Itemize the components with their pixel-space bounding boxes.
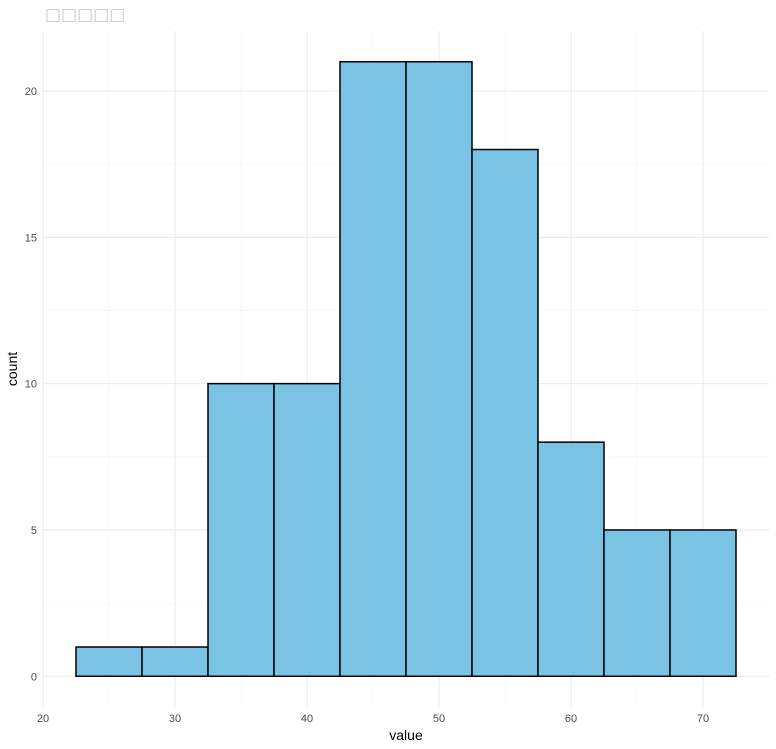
histogram-bar <box>537 441 605 678</box>
histogram-bar <box>75 646 143 678</box>
x-tick-label: 70 <box>697 713 709 725</box>
histogram-bar <box>405 60 473 678</box>
x-tick-label: 40 <box>301 713 313 725</box>
histogram-bars <box>75 60 737 678</box>
histogram-bar <box>207 382 275 678</box>
y-tick-label: 0 <box>31 671 37 683</box>
x-tick-label: 60 <box>565 713 577 725</box>
histogram-bar <box>669 529 737 678</box>
histogram-bar <box>141 646 209 678</box>
histogram-bar <box>603 529 671 678</box>
x-tick-label: 50 <box>433 713 445 725</box>
chart-title: □□□□□ <box>45 5 125 25</box>
y-tick-label: 5 <box>31 525 37 537</box>
x-axis-ticks: 20 30 40 50 60 70 <box>37 713 709 725</box>
y-axis-label: count <box>4 352 20 386</box>
y-axis-ticks: 0 5 10 15 20 <box>25 86 37 683</box>
histogram-bar <box>339 60 407 678</box>
x-axis-label: value <box>389 727 423 743</box>
histogram-bar <box>471 148 539 678</box>
histogram-bar <box>273 382 341 678</box>
x-tick-label: 30 <box>169 713 181 725</box>
x-tick-label: 20 <box>37 713 49 725</box>
y-tick-label: 15 <box>25 232 37 244</box>
y-tick-label: 10 <box>25 379 37 391</box>
y-tick-label: 20 <box>25 86 37 98</box>
